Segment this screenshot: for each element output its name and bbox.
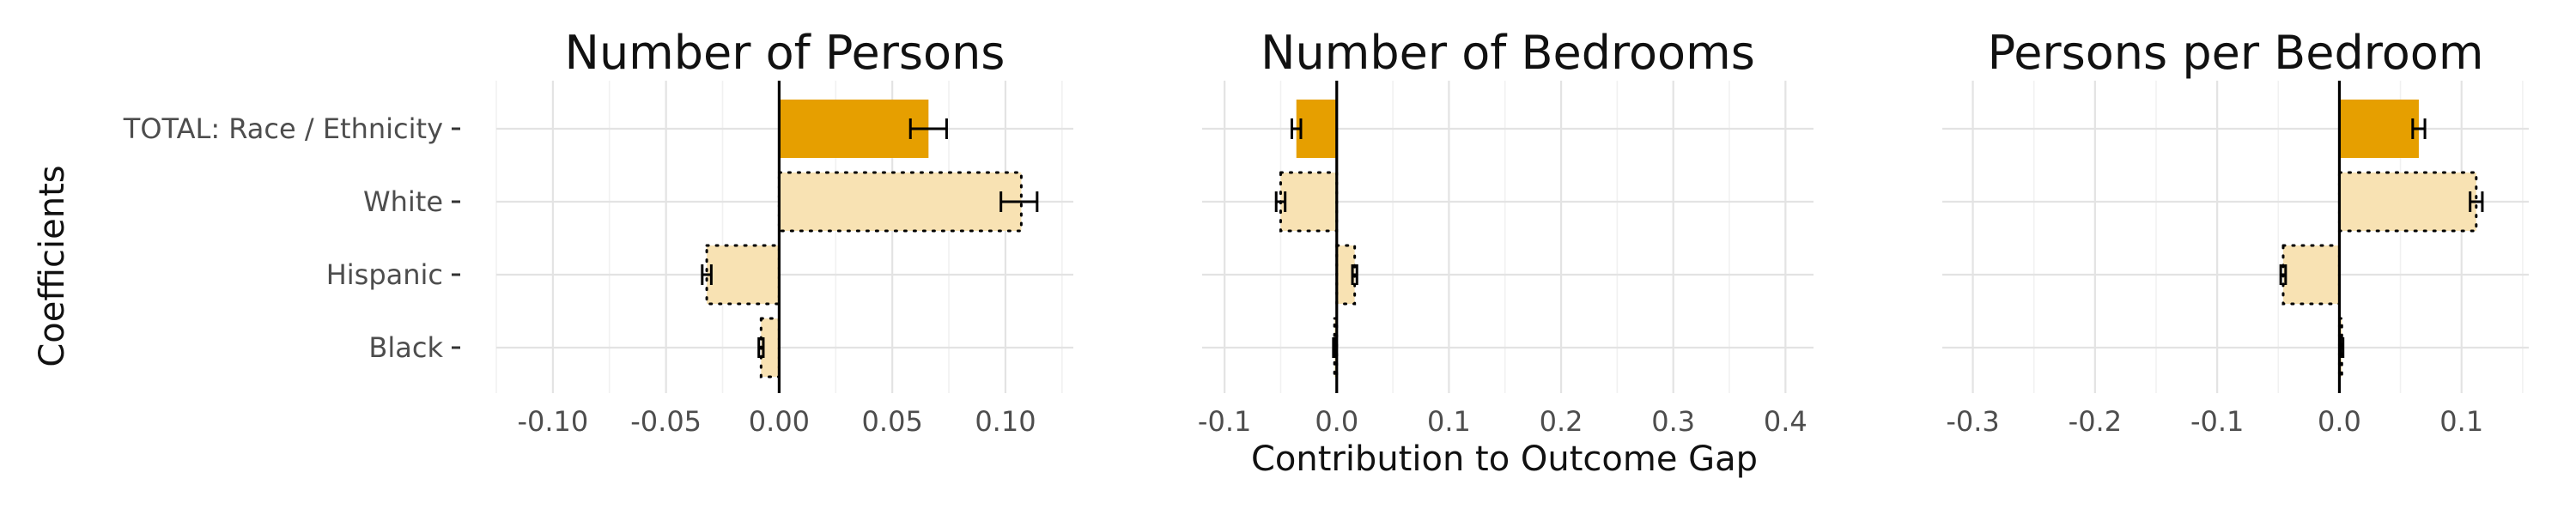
y-axis-category-labels: TOTAL: Race / Ethnicity White Hispanic Blac… [123, 112, 460, 364]
error-bar [2469, 191, 2484, 212]
bar-total [1296, 100, 1337, 158]
error-bar [999, 191, 1039, 212]
error-bar [757, 337, 765, 358]
bar-component [2337, 171, 2478, 233]
error-bar [2411, 118, 2427, 139]
error-bar [908, 118, 948, 139]
y-tick-label: Black [368, 331, 443, 364]
panel-title: Persons per Bedroom [1988, 26, 2484, 80]
x-tick-label: 0.05 [862, 405, 923, 438]
x-tick-label: -0.1 [1198, 405, 1251, 438]
error-bar [701, 264, 713, 285]
error-bar [1332, 337, 1337, 358]
x-tick-label: 0.4 [1764, 405, 1807, 438]
bar-total [779, 100, 929, 158]
x-tick-label: 0.0 [2318, 405, 2361, 438]
x-tick-label: -0.2 [2069, 405, 2122, 438]
error-bar [2279, 264, 2287, 285]
x-tick-label: -0.1 [2190, 405, 2244, 438]
x-tick-label: 0.10 [975, 405, 1036, 438]
bar-component [777, 171, 1023, 233]
panel-title: Number of Persons [565, 26, 1005, 80]
x-tick-label: -0.10 [517, 405, 588, 438]
error-bar [2339, 337, 2345, 358]
x-tick-label: 0.00 [749, 405, 810, 438]
x-axis-title: Contribution to Outcome Gap [1251, 439, 1758, 479]
panel-title: Number of Bedrooms [1261, 26, 1755, 80]
bar-component [1279, 171, 1339, 233]
y-tick-label: White [363, 185, 443, 218]
y-tick-label: TOTAL: Race / Ethnicity [123, 112, 443, 145]
panel-number-of-bedrooms: -0.1 0.0 0.1 0.2 0.3 0.4 Number of Bedrooms [1198, 26, 1814, 438]
panel-persons-per-bedroom: -0.3 -0.2 -0.1 0.0 0.1 Persons per Bedroom [1942, 26, 2529, 438]
x-tick-label: -0.05 [630, 405, 702, 438]
panel-number-of-persons: -0.10 -0.05 0.00 0.05 0.10 Number of Persons [495, 26, 1073, 438]
error-bar [1351, 264, 1358, 285]
x-tick-label: 0.3 [1651, 405, 1695, 438]
bar-component [2281, 244, 2341, 306]
x-tick-label: 0.1 [1427, 405, 1471, 438]
error-bar [1291, 118, 1303, 139]
error-bar [1274, 191, 1287, 212]
y-axis-title: Coefficients [33, 165, 72, 367]
x-tick-label: 0.1 [2439, 405, 2483, 438]
x-tick-label: -0.3 [1946, 405, 1999, 438]
x-tick-label: 0.2 [1540, 405, 1583, 438]
bar-component [705, 244, 781, 306]
x-tick-label: 0.0 [1315, 405, 1358, 438]
y-tick-label: Hispanic [326, 258, 443, 291]
bar-total [2339, 100, 2419, 158]
